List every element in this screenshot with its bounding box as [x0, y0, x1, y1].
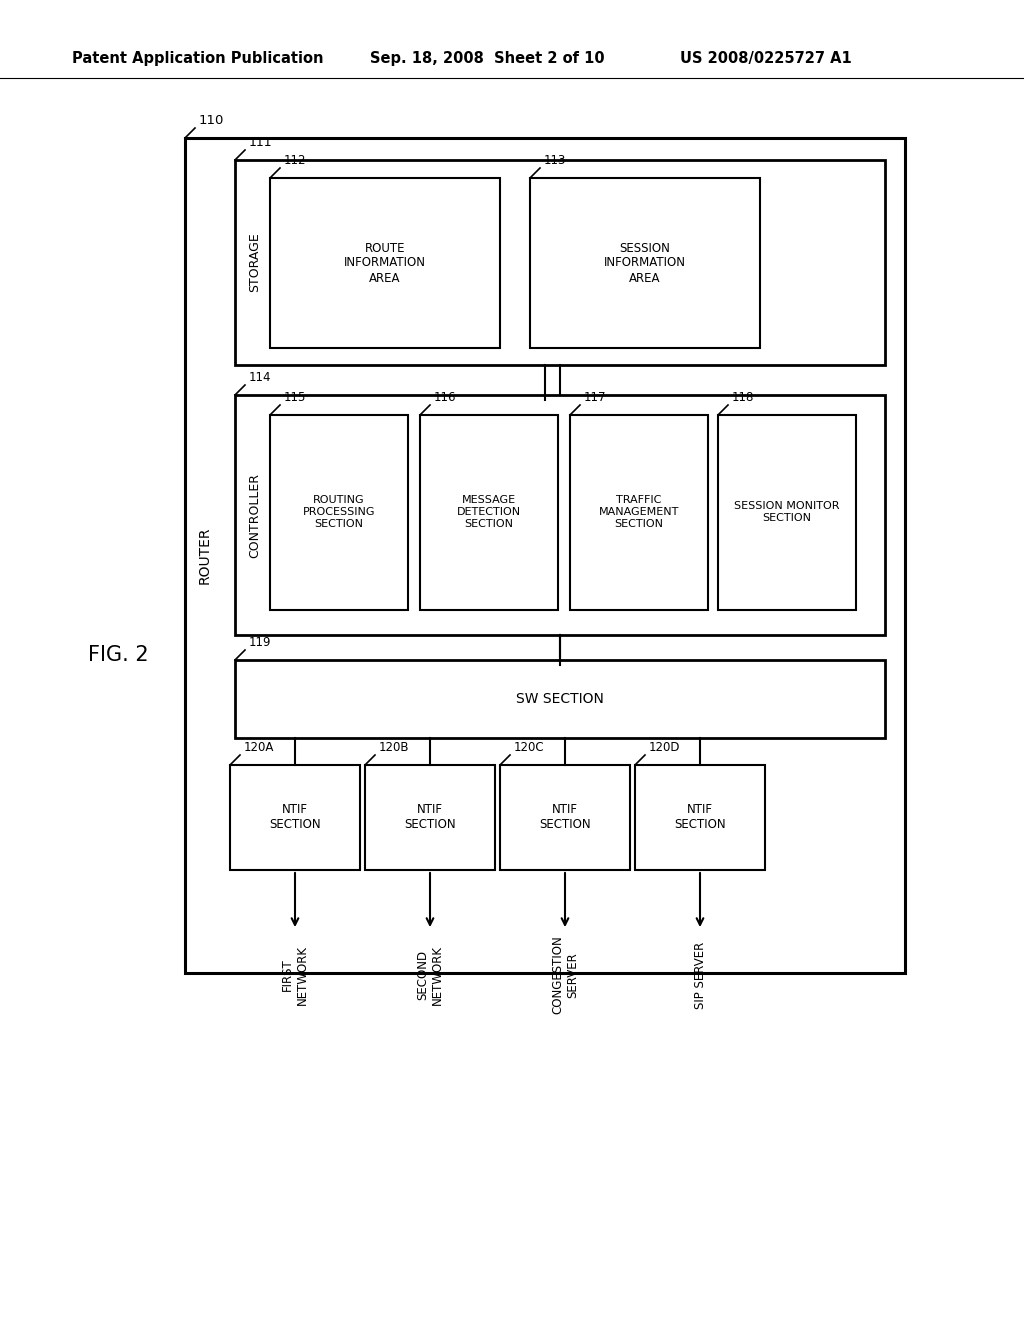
- Bar: [234, 160, 885, 366]
- Text: NTIF
SECTION: NTIF SECTION: [540, 803, 591, 832]
- Text: ROUTER: ROUTER: [198, 527, 212, 583]
- Text: US 2008/0225727 A1: US 2008/0225727 A1: [680, 50, 852, 66]
- Bar: [635, 766, 765, 870]
- Bar: [718, 414, 856, 610]
- Bar: [420, 414, 558, 610]
- Text: CONGESTION
SERVER: CONGESTION SERVER: [551, 936, 579, 1014]
- Text: 120C: 120C: [514, 741, 545, 754]
- Text: SESSION MONITOR
SECTION: SESSION MONITOR SECTION: [734, 502, 840, 523]
- Text: 119: 119: [249, 636, 271, 649]
- Bar: [365, 766, 495, 870]
- Bar: [230, 766, 360, 870]
- Text: 120A: 120A: [244, 741, 274, 754]
- Bar: [570, 414, 708, 610]
- Text: Patent Application Publication: Patent Application Publication: [72, 50, 324, 66]
- Text: 118: 118: [732, 391, 755, 404]
- Text: MESSAGE
DETECTION
SECTION: MESSAGE DETECTION SECTION: [457, 495, 521, 528]
- Text: NTIF
SECTION: NTIF SECTION: [404, 803, 456, 832]
- Bar: [234, 395, 885, 635]
- Text: CONTROLLER: CONTROLLER: [249, 473, 261, 557]
- Text: 116: 116: [434, 391, 457, 404]
- Text: SW SECTION: SW SECTION: [516, 692, 604, 706]
- Text: 114: 114: [249, 371, 271, 384]
- Text: 120B: 120B: [379, 741, 410, 754]
- Text: ROUTE
INFORMATION
AREA: ROUTE INFORMATION AREA: [344, 242, 426, 285]
- Bar: [530, 178, 760, 348]
- Bar: [500, 766, 630, 870]
- Text: TRAFFIC
MANAGEMENT
SECTION: TRAFFIC MANAGEMENT SECTION: [599, 495, 679, 528]
- Text: FIG. 2: FIG. 2: [88, 645, 148, 665]
- Bar: [270, 178, 500, 348]
- Bar: [234, 660, 885, 738]
- Text: 117: 117: [584, 391, 606, 404]
- Text: 111: 111: [249, 136, 272, 149]
- Text: SESSION
INFORMATION
AREA: SESSION INFORMATION AREA: [604, 242, 686, 285]
- Bar: [270, 414, 408, 610]
- Text: 115: 115: [284, 391, 306, 404]
- Text: 113: 113: [544, 154, 566, 168]
- Text: ROUTING
PROCESSING
SECTION: ROUTING PROCESSING SECTION: [303, 495, 375, 528]
- Text: SIP SERVER: SIP SERVER: [693, 941, 707, 1008]
- Text: 110: 110: [199, 114, 224, 127]
- Text: 120D: 120D: [649, 741, 681, 754]
- Text: NTIF
SECTION: NTIF SECTION: [674, 803, 726, 832]
- Text: FIRST
NETWORK: FIRST NETWORK: [281, 945, 309, 1005]
- Text: SECOND
NETWORK: SECOND NETWORK: [416, 945, 444, 1005]
- Text: STORAGE: STORAGE: [249, 232, 261, 292]
- Text: Sep. 18, 2008  Sheet 2 of 10: Sep. 18, 2008 Sheet 2 of 10: [370, 50, 604, 66]
- Text: 112: 112: [284, 154, 306, 168]
- Text: NTIF
SECTION: NTIF SECTION: [269, 803, 321, 832]
- Bar: [185, 139, 905, 973]
